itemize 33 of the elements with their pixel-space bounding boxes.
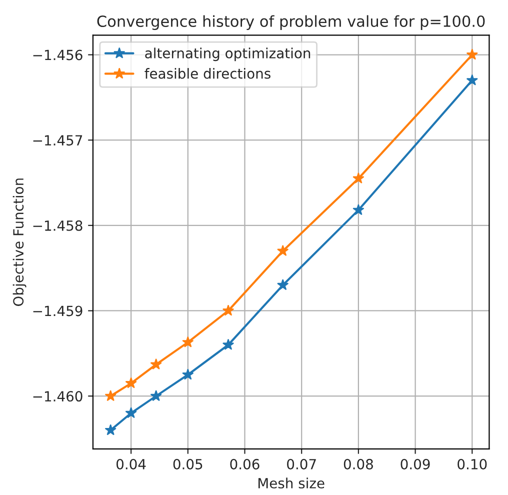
point [125, 407, 137, 418]
x-tick-label: 0.09 [400, 458, 430, 470]
y-tick-label: −1.458 [33, 220, 82, 231]
x-axis-title: Mesh size [258, 478, 324, 488]
point [182, 336, 194, 348]
legend-label: alternating optimization [145, 48, 310, 62]
legend-label: feasible directions [144, 68, 270, 79]
y-tick-label: −1.459 [33, 306, 82, 316]
point [466, 48, 478, 60]
chart-title: Convergence history of problem value for p=100.0 [97, 15, 485, 30]
point [277, 244, 289, 256]
x-tick-label: 0.07 [287, 458, 316, 470]
y-axis-title: Objective Function [12, 178, 26, 306]
x-tick-label: 0.06 [230, 458, 260, 470]
x-tick-label: 0.04 [116, 458, 146, 470]
x-tick-label: 0.08 [344, 458, 373, 470]
x-tick-label: 0.05 [173, 458, 202, 470]
y-tick-label: −1.460 [33, 391, 82, 402]
point [222, 304, 234, 316]
y-tick-label: −1.456 [33, 50, 82, 60]
y-tick-label: −1.457 [33, 135, 82, 146]
point [150, 358, 162, 370]
point [182, 368, 194, 380]
point [466, 74, 478, 86]
point [150, 390, 162, 402]
point [104, 424, 116, 436]
point [125, 377, 137, 388]
point [104, 390, 116, 402]
point [352, 204, 364, 216]
x-tick-label: 0.10 [458, 458, 487, 470]
point [222, 338, 234, 350]
point [277, 279, 289, 290]
point [352, 172, 364, 184]
